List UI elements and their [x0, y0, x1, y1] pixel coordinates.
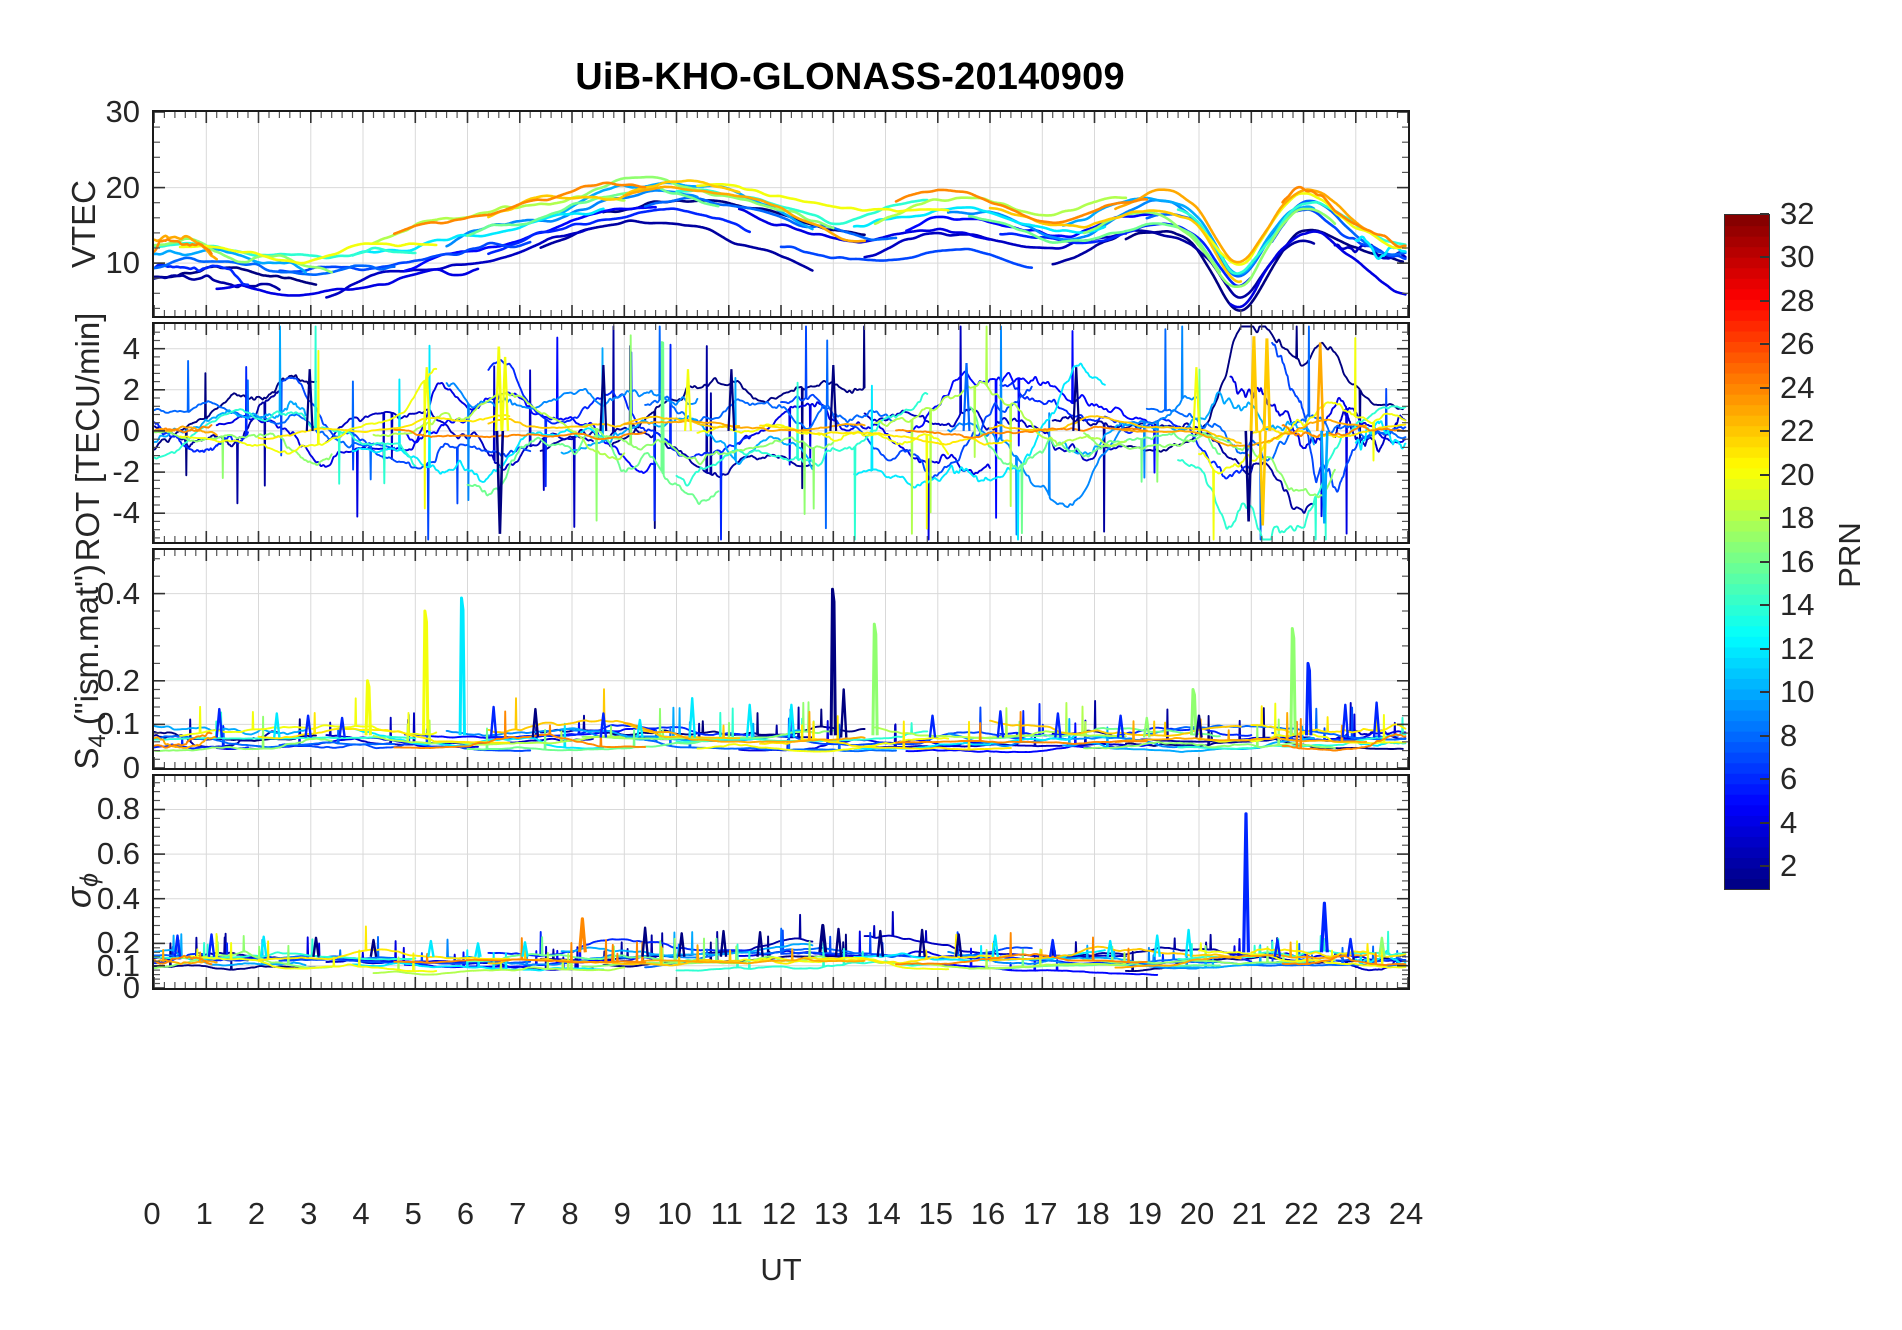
colorbar-tick-32: 32 [1780, 196, 1815, 231]
xtick-22: 22 [1284, 1196, 1319, 1231]
panel-sigma-phi [152, 774, 1410, 990]
colorbar-tick-14: 14 [1780, 587, 1815, 623]
ytick-rot-0: 4 [122, 330, 140, 366]
xtick-0: 0 [143, 1196, 161, 1231]
ytick-sigmaphi-3: 0.4 [96, 880, 140, 916]
ytick-sigmaphi-2: 0.2 [96, 925, 140, 961]
colorbar-tickmark [1760, 647, 1769, 650]
xtick-15: 15 [918, 1196, 953, 1231]
ytick-rot-4: -4 [112, 495, 140, 531]
colorbar-tick-10: 10 [1780, 674, 1815, 710]
xtick-19: 19 [1127, 1196, 1162, 1231]
colorbar-tickmark [1760, 517, 1769, 520]
ytick-s4-1: 0.1 [96, 706, 140, 742]
xtick-17: 17 [1023, 1196, 1058, 1231]
ytick-rot-2: 0 [122, 412, 140, 448]
ytick-vtec-0: 10 [105, 245, 140, 281]
xtick-24: 24 [1388, 1196, 1424, 1231]
ytick-s4-2: 0.2 [96, 662, 140, 698]
xtick-9: 9 [613, 1196, 631, 1231]
colorbar[interactable] [1724, 214, 1770, 890]
colorbar-tickmark [1760, 473, 1769, 476]
colorbar-tickmark [1760, 821, 1769, 824]
xtick-12: 12 [761, 1196, 797, 1231]
xtick-8: 8 [561, 1196, 579, 1231]
xtick-20: 20 [1179, 1196, 1215, 1231]
colorbar-tick-6: 6 [1780, 761, 1798, 797]
colorbar-tick-26: 26 [1780, 326, 1815, 362]
colorbar-tickmark [1760, 778, 1769, 781]
xtick-2: 2 [247, 1196, 266, 1231]
colorbar-tick-20: 20 [1780, 456, 1815, 492]
ytick-vtec-2: 30 [105, 94, 140, 129]
colorbar-tickmark [1760, 865, 1769, 868]
ytick-s4-0: 0 [122, 750, 140, 785]
panel-s4 [152, 548, 1410, 770]
ytick-sigmaphi-5: 0.8 [96, 791, 140, 827]
colorbar-tickmark [1760, 343, 1769, 346]
xtick-21: 21 [1232, 1196, 1267, 1231]
colorbar-title: PRN [1832, 522, 1867, 588]
xtick-5: 5 [404, 1196, 422, 1231]
colorbar-tick-12: 12 [1780, 630, 1815, 666]
colorbar-tick-8: 8 [1780, 717, 1798, 753]
colorbar-tick-4: 4 [1780, 804, 1798, 840]
colorbar-tick-18: 18 [1780, 500, 1815, 536]
xtick-10: 10 [657, 1196, 692, 1231]
colorbar-tickmark [1760, 256, 1769, 259]
colorbar-tickmark [1760, 430, 1769, 433]
panel-rot [152, 322, 1410, 544]
xtick-13: 13 [814, 1196, 849, 1231]
colorbar-tickmark [1760, 604, 1769, 607]
page-title: UiB-KHO-GLONASS-20140909 [575, 56, 1125, 98]
xtick-1: 1 [195, 1196, 213, 1231]
ytick-sigmaphi-4: 0.6 [96, 836, 140, 872]
xtick-16: 16 [970, 1196, 1006, 1231]
colorbar-tickmark [1760, 560, 1769, 563]
ytick-rot-1: 2 [122, 371, 140, 407]
colorbar-tick-22: 22 [1780, 413, 1815, 449]
colorbar-tickmark [1760, 734, 1769, 737]
x-axis-label: UT [760, 1252, 802, 1287]
xtick-11: 11 [710, 1196, 743, 1231]
ytick-sigmaphi-1: 0.1 [96, 947, 140, 983]
ytick-vtec-1: 20 [105, 169, 140, 205]
xtick-23: 23 [1336, 1196, 1371, 1231]
colorbar-tick-16: 16 [1780, 543, 1815, 579]
ytick-sigmaphi-0: 0 [122, 970, 140, 1005]
xtick-3: 3 [300, 1196, 318, 1231]
xtick-14: 14 [866, 1196, 901, 1231]
xtick-6: 6 [456, 1196, 475, 1231]
xtick-18: 18 [1075, 1196, 1110, 1231]
colorbar-tickmark [1760, 691, 1769, 694]
ytick-s4-3: 0.4 [96, 575, 140, 611]
colorbar-tick-30: 30 [1780, 239, 1815, 275]
colorbar-tickmark [1760, 386, 1769, 389]
colorbar-tickmark [1760, 299, 1769, 302]
colorbar-tick-2: 2 [1780, 848, 1798, 884]
xtick-7: 7 [509, 1196, 527, 1231]
ytick-rot-3: -2 [112, 454, 140, 490]
colorbar-tick-24: 24 [1780, 369, 1815, 405]
colorbar-tick-28: 28 [1780, 282, 1815, 318]
panel-vtec [152, 110, 1410, 318]
colorbar-tickmark [1760, 213, 1769, 215]
xtick-4: 4 [352, 1196, 370, 1231]
